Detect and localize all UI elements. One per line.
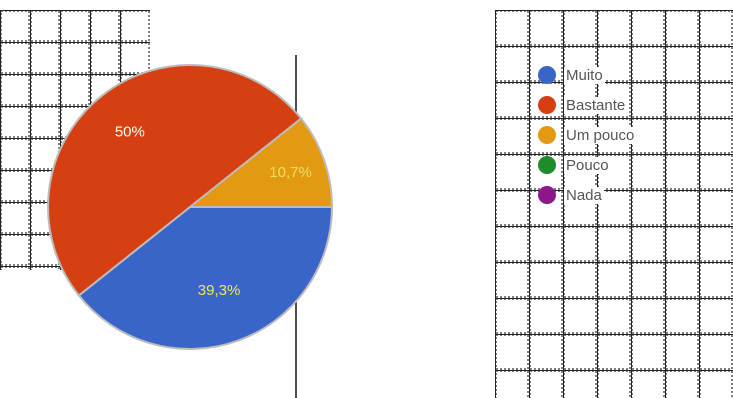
legend-item-muito: Muito bbox=[538, 60, 636, 90]
pie-label-muito: 39,3% bbox=[198, 282, 241, 299]
legend-swatch bbox=[538, 66, 556, 84]
background-grid-right bbox=[495, 10, 733, 398]
pie-label-um-pouco: 10,7% bbox=[269, 164, 312, 181]
legend-label: Muito bbox=[564, 66, 605, 84]
legend-swatch bbox=[538, 156, 556, 174]
pie-label-bastante: 50% bbox=[115, 123, 145, 140]
legend-swatch bbox=[538, 186, 556, 204]
legend-item-pouco: Pouco bbox=[538, 150, 636, 180]
legend-label: Nada bbox=[564, 186, 604, 204]
legend-swatch bbox=[538, 126, 556, 144]
legend-label: Um pouco bbox=[564, 126, 637, 144]
legend-item-nada: Nada bbox=[538, 180, 636, 210]
legend-label: Pouco bbox=[564, 156, 611, 174]
pie-slice-um-pouco bbox=[187, 117, 334, 208]
pie-slice-bastante bbox=[47, 64, 303, 297]
chart-legend: Muito Bastante Um pouco Pouco Nada bbox=[538, 60, 637, 210]
legend-item-bastante: Bastante bbox=[538, 90, 636, 120]
legend-item-um-pouco: Um pouco bbox=[538, 120, 637, 150]
legend-label: Bastante bbox=[564, 96, 628, 114]
legend-swatch bbox=[538, 96, 556, 114]
pie-slice-muito bbox=[77, 206, 334, 350]
